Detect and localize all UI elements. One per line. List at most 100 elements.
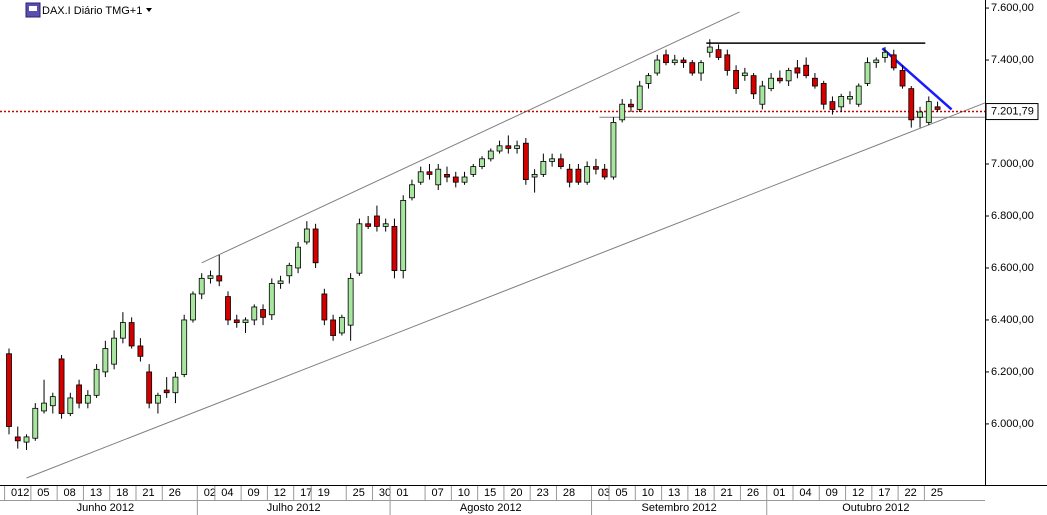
trend-line: [201, 11, 740, 264]
candle-body: [540, 161, 547, 175]
x-tick-label: 19: [318, 487, 330, 499]
x-tick-label: 25: [353, 487, 365, 499]
x-tick-label: 01: [773, 487, 785, 499]
y-tick-label: 6.200,00: [991, 366, 1034, 378]
candle-body: [514, 145, 520, 149]
candle-body: [864, 62, 871, 84]
candle-body: [706, 46, 713, 53]
candle-body: [873, 59, 880, 64]
y-tick-label: 7.600,00: [991, 2, 1034, 14]
candle-body: [338, 316, 345, 334]
candle-body: [93, 368, 100, 396]
candle-body: [496, 145, 503, 152]
candle-body: [917, 111, 923, 118]
last-price-label: 7.201,79: [991, 105, 1034, 117]
candle-body: [119, 322, 126, 339]
candle-body: [820, 83, 827, 105]
candle-body: [198, 277, 205, 295]
candle-body: [593, 166, 599, 170]
candle-body: [233, 319, 240, 323]
x-tick-label: 12: [852, 487, 864, 499]
candle-body: [610, 122, 617, 178]
candle-body: [584, 166, 591, 183]
candle-body: [522, 142, 529, 181]
x-tick-label: 09: [248, 487, 260, 499]
candle-body: [628, 103, 634, 108]
x-tick-label: 28: [563, 487, 575, 499]
candle-body: [102, 348, 109, 373]
candle-body: [23, 436, 30, 443]
candle-body: [382, 223, 389, 227]
candle-body: [295, 246, 301, 269]
candle-body: [391, 225, 398, 271]
candle-body: [84, 394, 91, 404]
candle-body: [374, 215, 380, 227]
x-tick-label: 13: [668, 487, 680, 499]
candle-body: [847, 96, 853, 100]
candle-body: [882, 51, 888, 58]
x-tick-label: 22: [905, 487, 917, 499]
candle-body: [724, 54, 731, 71]
axes: 6.000,00 6.200,00 6.400,00 6.600,00 6.800,00…: [4, 2, 1039, 515]
candle-body: [321, 293, 328, 321]
candle-body: [566, 168, 573, 183]
x-tick-label: 10: [642, 487, 654, 499]
symbol-header[interactable]: DAX.I Diário TMG+1: [25, 2, 152, 18]
candle-body: [487, 150, 494, 160]
x-tick-label: 21: [142, 487, 154, 499]
candle-body: [163, 389, 170, 394]
x-tick-label: 23: [537, 487, 549, 499]
y-tick-label: 6.800,00: [991, 210, 1034, 222]
candle-body: [426, 171, 433, 175]
x-tick-label: 17: [300, 487, 312, 499]
x-tick-label: 17: [878, 487, 890, 499]
symbol-title: DAX.I Diário TMG+1: [42, 5, 142, 17]
symbol-icon-detail: [29, 6, 37, 11]
x-tick-label: 18: [116, 487, 128, 499]
x-tick-label: 25: [931, 487, 943, 499]
candle-body: [49, 396, 56, 407]
month-label: Outubro 2012: [842, 502, 909, 514]
candle-body: [435, 168, 442, 186]
x-tick-label: 02: [204, 487, 216, 499]
x-tick-label: 01: [396, 487, 408, 499]
candle-body: [654, 59, 661, 74]
candle-body: [330, 319, 337, 336]
candle-body: [277, 280, 284, 284]
x-tick-label: 21: [721, 487, 733, 499]
last-price-box: [985, 103, 1039, 121]
candle-body: [479, 158, 485, 168]
candle-body: [181, 319, 188, 375]
candle-body: [785, 70, 792, 82]
candle-body: [452, 176, 459, 183]
candle-body: [663, 54, 669, 64]
candle-body: [741, 72, 748, 77]
month-label: Julho 2012: [267, 502, 321, 514]
x-tick-label: 05: [37, 487, 49, 499]
candle-body: [128, 322, 135, 347]
candle-body: [409, 184, 415, 199]
y-tick-label: 7.000,00: [991, 158, 1034, 170]
candle-body: [417, 171, 424, 183]
candle-body: [759, 85, 766, 105]
candle-body: [549, 158, 556, 162]
candle-body: [32, 407, 39, 439]
candle-body: [400, 199, 407, 271]
month-label: Agosto 2012: [460, 502, 522, 514]
candle-body: [575, 168, 582, 183]
candle-body: [531, 174, 538, 178]
x-tick-label: 10: [458, 487, 470, 499]
candle-body: [890, 54, 897, 69]
y-tick-label: 6.600,00: [991, 262, 1034, 274]
x-tick-label: 26: [747, 487, 759, 499]
x-tick-label: 26: [169, 487, 181, 499]
candle-body: [242, 319, 249, 323]
candle-body: [67, 397, 74, 414]
candle-body: [908, 88, 915, 121]
candle-body: [671, 59, 678, 64]
candle-body: [812, 77, 818, 87]
candle-body: [216, 275, 223, 282]
